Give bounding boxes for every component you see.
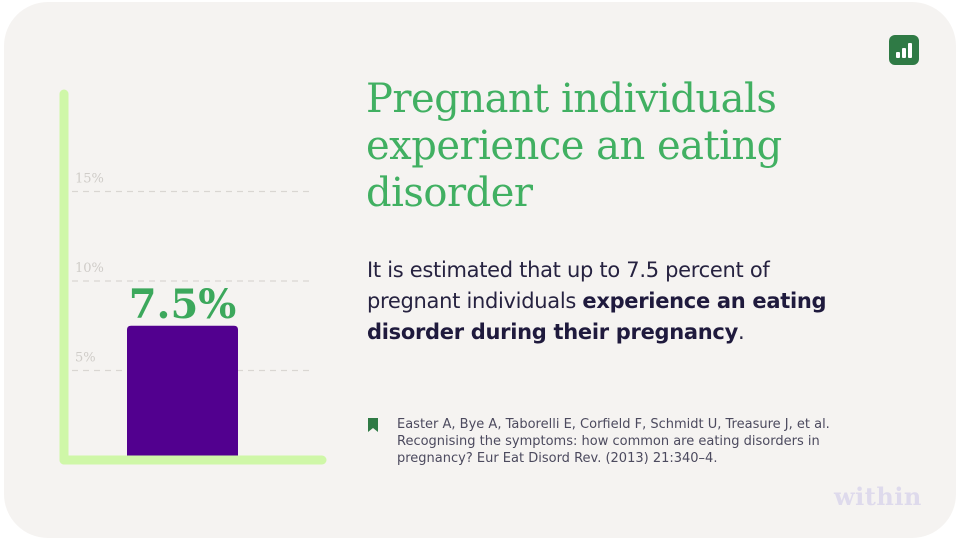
bookmark-icon	[368, 418, 378, 432]
bar	[127, 325, 238, 460]
body-text-emphasis: experience an eating disorder during the…	[367, 289, 827, 344]
y-tick-label: 10%	[75, 261, 104, 276]
bar-value-label: 7.5%	[129, 281, 237, 328]
infographic-card: 5% 10% 15% 7.5% Pregnant individuals experi…	[4, 2, 956, 538]
bar-chart-icon	[889, 35, 919, 65]
y-tick-label: 5%	[75, 351, 96, 366]
within-logo: within	[834, 482, 922, 511]
y-tick-label: 15%	[75, 172, 104, 187]
bar-chart: 5% 10% 15% 7.5%	[59, 89, 327, 465]
body-text-prefix: It is estimated that up to 7.5 percent o…	[367, 258, 770, 313]
body-text: It is estimated that up to 7.5 percent o…	[367, 255, 867, 348]
headline: Pregnant individuals experience an eatin…	[366, 76, 782, 216]
citation-text: Easter A, Bye A, Taborelli E, Corfield F…	[397, 417, 830, 466]
body-text-suffix: .	[737, 320, 745, 344]
